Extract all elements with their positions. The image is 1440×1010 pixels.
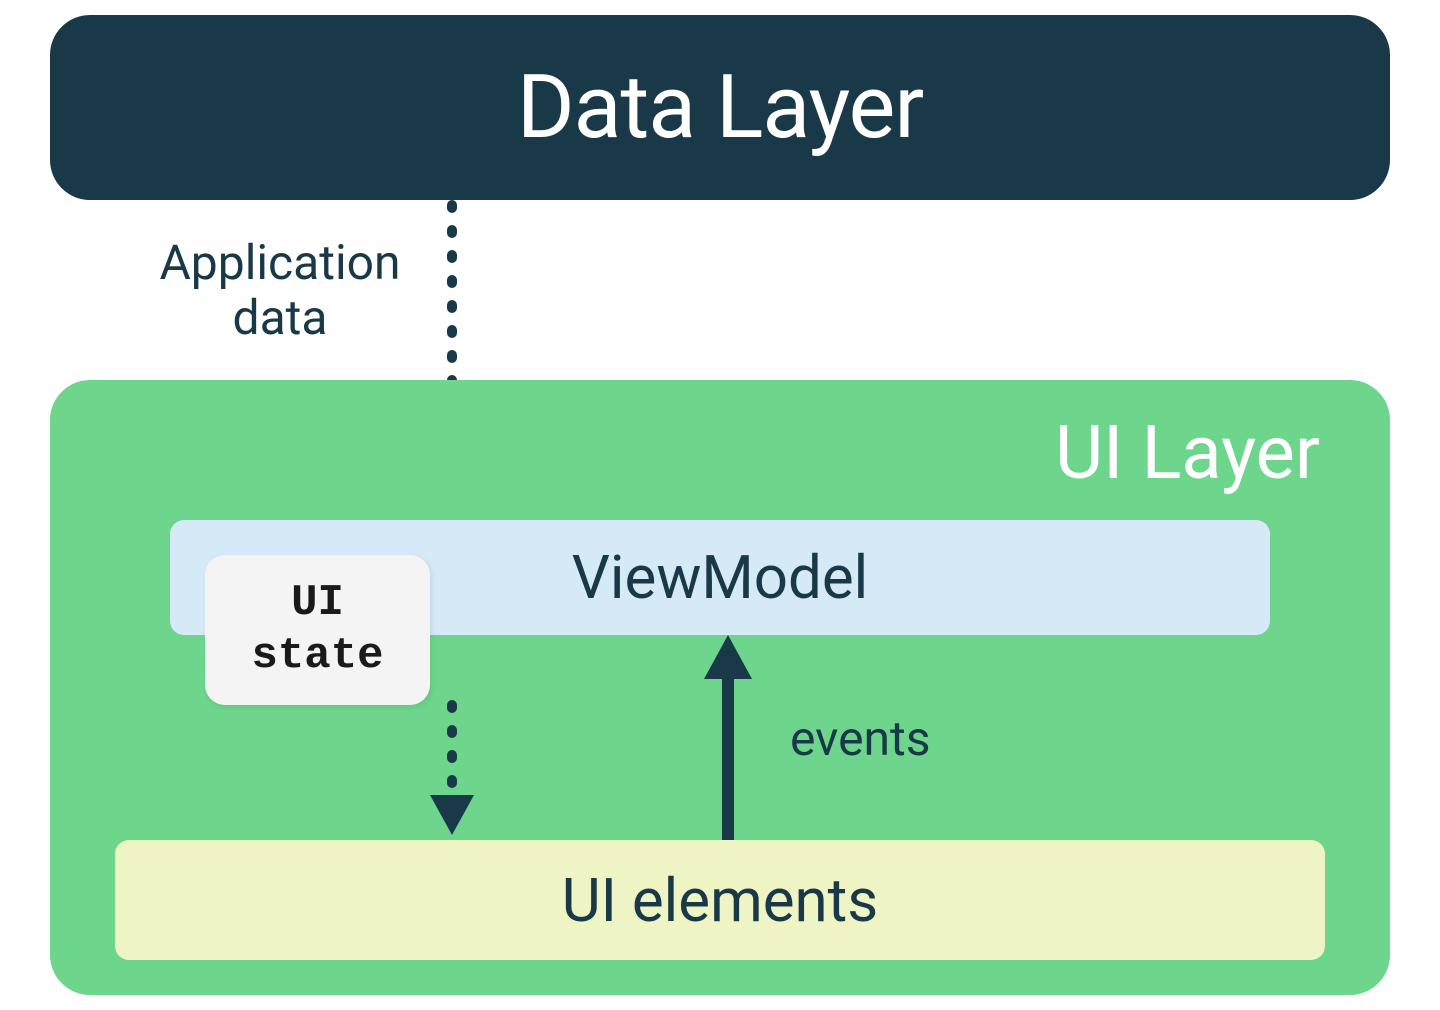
events-label: events bbox=[790, 710, 931, 767]
data-layer-label: Data Layer bbox=[517, 56, 923, 159]
arrow-uistate-to-uielements bbox=[422, 705, 482, 845]
ui-elements-box: UI elements bbox=[115, 840, 1325, 960]
arrow-events-up bbox=[698, 635, 758, 845]
architecture-diagram: Data Layer Application data UI Layer Vie… bbox=[50, 15, 1390, 995]
ui-elements-label: UI elements bbox=[562, 865, 879, 936]
ui-state-box: UI state bbox=[205, 555, 430, 705]
ui-layer-label: UI Layer bbox=[1055, 410, 1320, 497]
data-layer-box: Data Layer bbox=[50, 15, 1390, 200]
application-data-label: Application data bbox=[150, 235, 410, 345]
viewmodel-label: ViewModel bbox=[572, 542, 869, 613]
ui-state-label: UI state bbox=[251, 577, 383, 683]
